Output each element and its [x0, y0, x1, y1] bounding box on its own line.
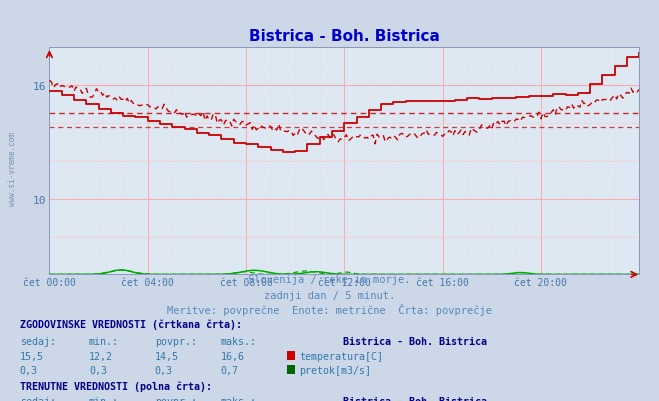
Text: Slovenija / reke in morje.: Slovenija / reke in morje. [248, 275, 411, 285]
Text: 15,5: 15,5 [20, 351, 43, 361]
Text: 14,5: 14,5 [155, 351, 179, 361]
Text: ZGODOVINSKE VREDNOSTI (črtkana črta):: ZGODOVINSKE VREDNOSTI (črtkana črta): [20, 318, 242, 329]
Text: sedaj:: sedaj: [20, 396, 56, 401]
Text: Bistrica - Boh. Bistrica: Bistrica - Boh. Bistrica [343, 396, 487, 401]
Text: zadnji dan / 5 minut.: zadnji dan / 5 minut. [264, 290, 395, 300]
Text: Meritve: povprečne  Enote: metrične  Črta: povprečje: Meritve: povprečne Enote: metrične Črta:… [167, 303, 492, 315]
Text: pretok[m3/s]: pretok[m3/s] [299, 365, 371, 375]
Text: min.:: min.: [89, 396, 119, 401]
Text: povpr.:: povpr.: [155, 336, 197, 346]
Text: maks.:: maks.: [221, 336, 257, 346]
Text: 16,6: 16,6 [221, 351, 244, 361]
Text: min.:: min.: [89, 336, 119, 346]
Text: 0,3: 0,3 [89, 365, 107, 375]
Text: povpr.:: povpr.: [155, 396, 197, 401]
Text: maks.:: maks.: [221, 396, 257, 401]
Text: 0,3: 0,3 [155, 365, 173, 375]
Text: sedaj:: sedaj: [20, 336, 56, 346]
Text: 0,3: 0,3 [20, 365, 38, 375]
Text: www.si-vreme.com: www.si-vreme.com [8, 132, 17, 205]
Text: 0,7: 0,7 [221, 365, 239, 375]
Text: TRENUTNE VREDNOSTI (polna črta):: TRENUTNE VREDNOSTI (polna črta): [20, 381, 212, 391]
Text: Bistrica - Boh. Bistrica: Bistrica - Boh. Bistrica [343, 336, 487, 346]
Text: 12,2: 12,2 [89, 351, 113, 361]
Text: temperatura[C]: temperatura[C] [299, 351, 383, 361]
Title: Bistrica - Boh. Bistrica: Bistrica - Boh. Bistrica [249, 29, 440, 44]
